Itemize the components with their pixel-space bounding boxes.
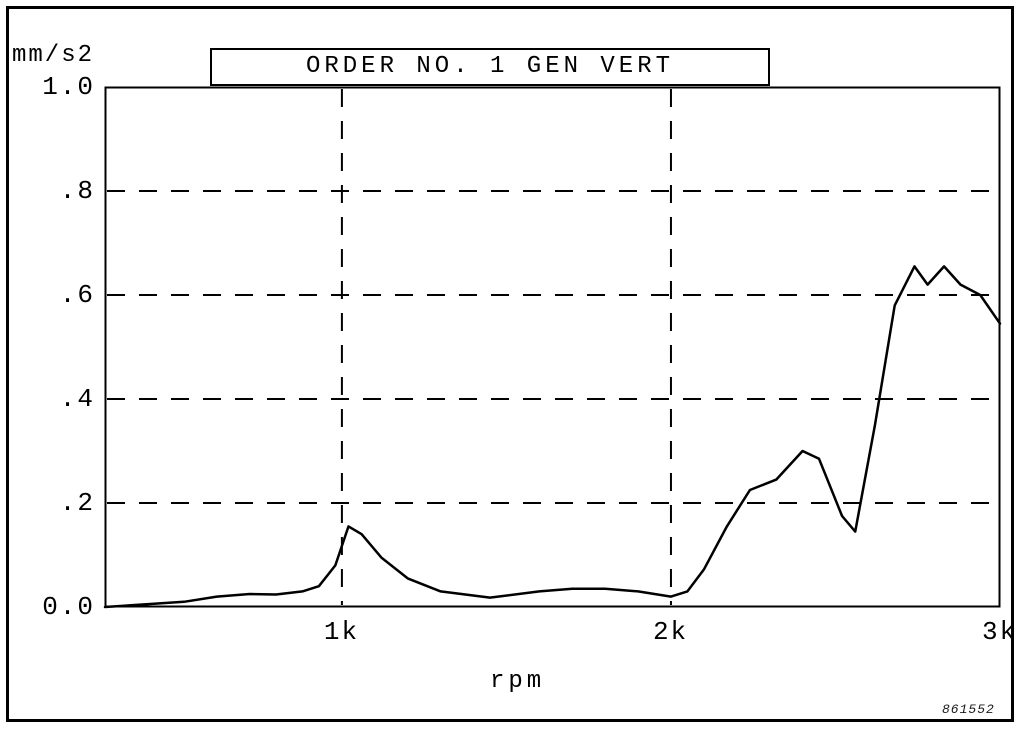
x-tick-label: 3k: [982, 617, 1017, 647]
corner-fineprint: 861552: [942, 702, 995, 717]
chart-title-box: ORDER NO. 1 GEN VERT: [210, 48, 770, 86]
y-tick-label: .8: [60, 176, 95, 206]
y-tick-label: 0.0: [42, 592, 95, 622]
plot-area: [105, 87, 1000, 607]
x-axis-label: rpm: [490, 668, 545, 695]
y-tick-label: .4: [60, 384, 95, 414]
y-tick-label: .6: [60, 280, 95, 310]
x-tick-label: 2k: [653, 617, 688, 647]
y-axis-unit-label: mm/s2: [12, 42, 94, 69]
plot-border: [106, 88, 1000, 607]
plot-svg: [105, 87, 1000, 607]
x-tick-label: 1k: [324, 617, 359, 647]
data-line-series-1: [105, 266, 1000, 607]
y-tick-label: .2: [60, 488, 95, 518]
y-tick-label: 1.0: [42, 72, 95, 102]
chart-title: ORDER NO. 1 GEN VERT: [306, 53, 674, 80]
